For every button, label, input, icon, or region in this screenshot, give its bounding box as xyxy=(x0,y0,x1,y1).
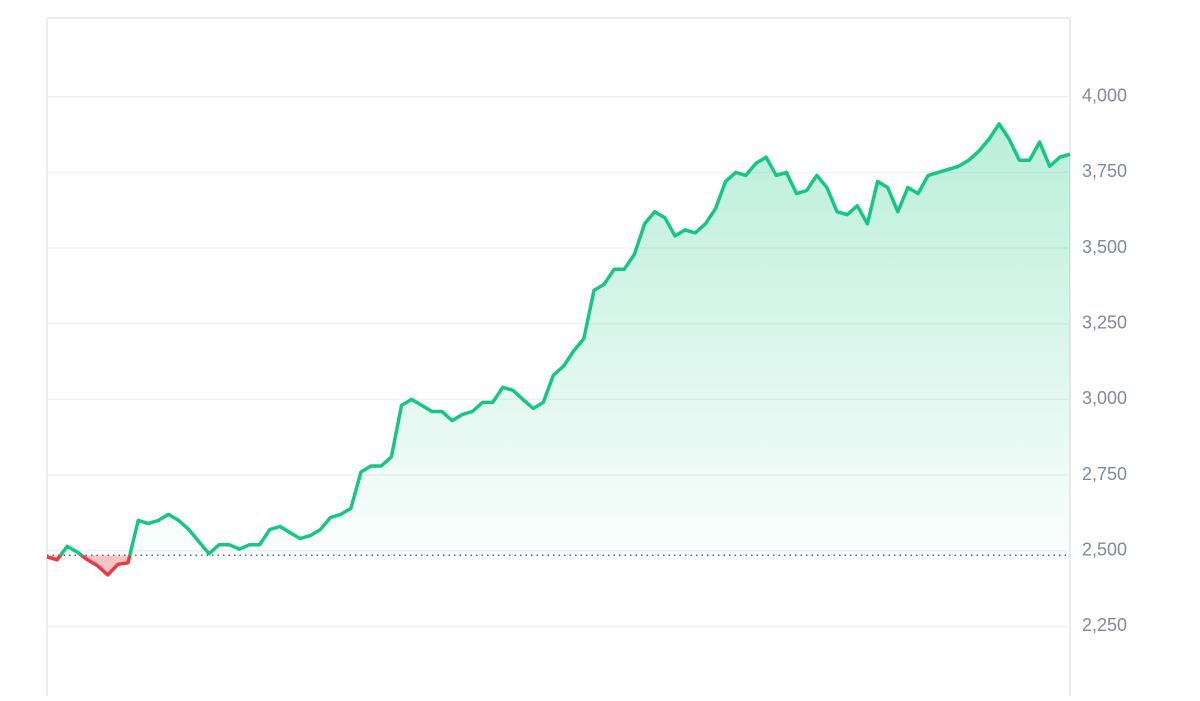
price-line xyxy=(46,122,1071,577)
y-tick-label: 2,500 xyxy=(1082,539,1127,559)
y-tick-label: 3,750 xyxy=(1082,161,1127,181)
y-tick-label: 2,750 xyxy=(1082,464,1127,484)
y-tick-label: 3,500 xyxy=(1082,237,1127,257)
y-tick-label: 3,000 xyxy=(1082,388,1127,408)
y-tick-label: 3,250 xyxy=(1082,312,1127,332)
y-tick-label: 4,000 xyxy=(1082,85,1127,105)
y-tick-label: 2,250 xyxy=(1082,615,1127,635)
area-fill xyxy=(47,123,1070,575)
